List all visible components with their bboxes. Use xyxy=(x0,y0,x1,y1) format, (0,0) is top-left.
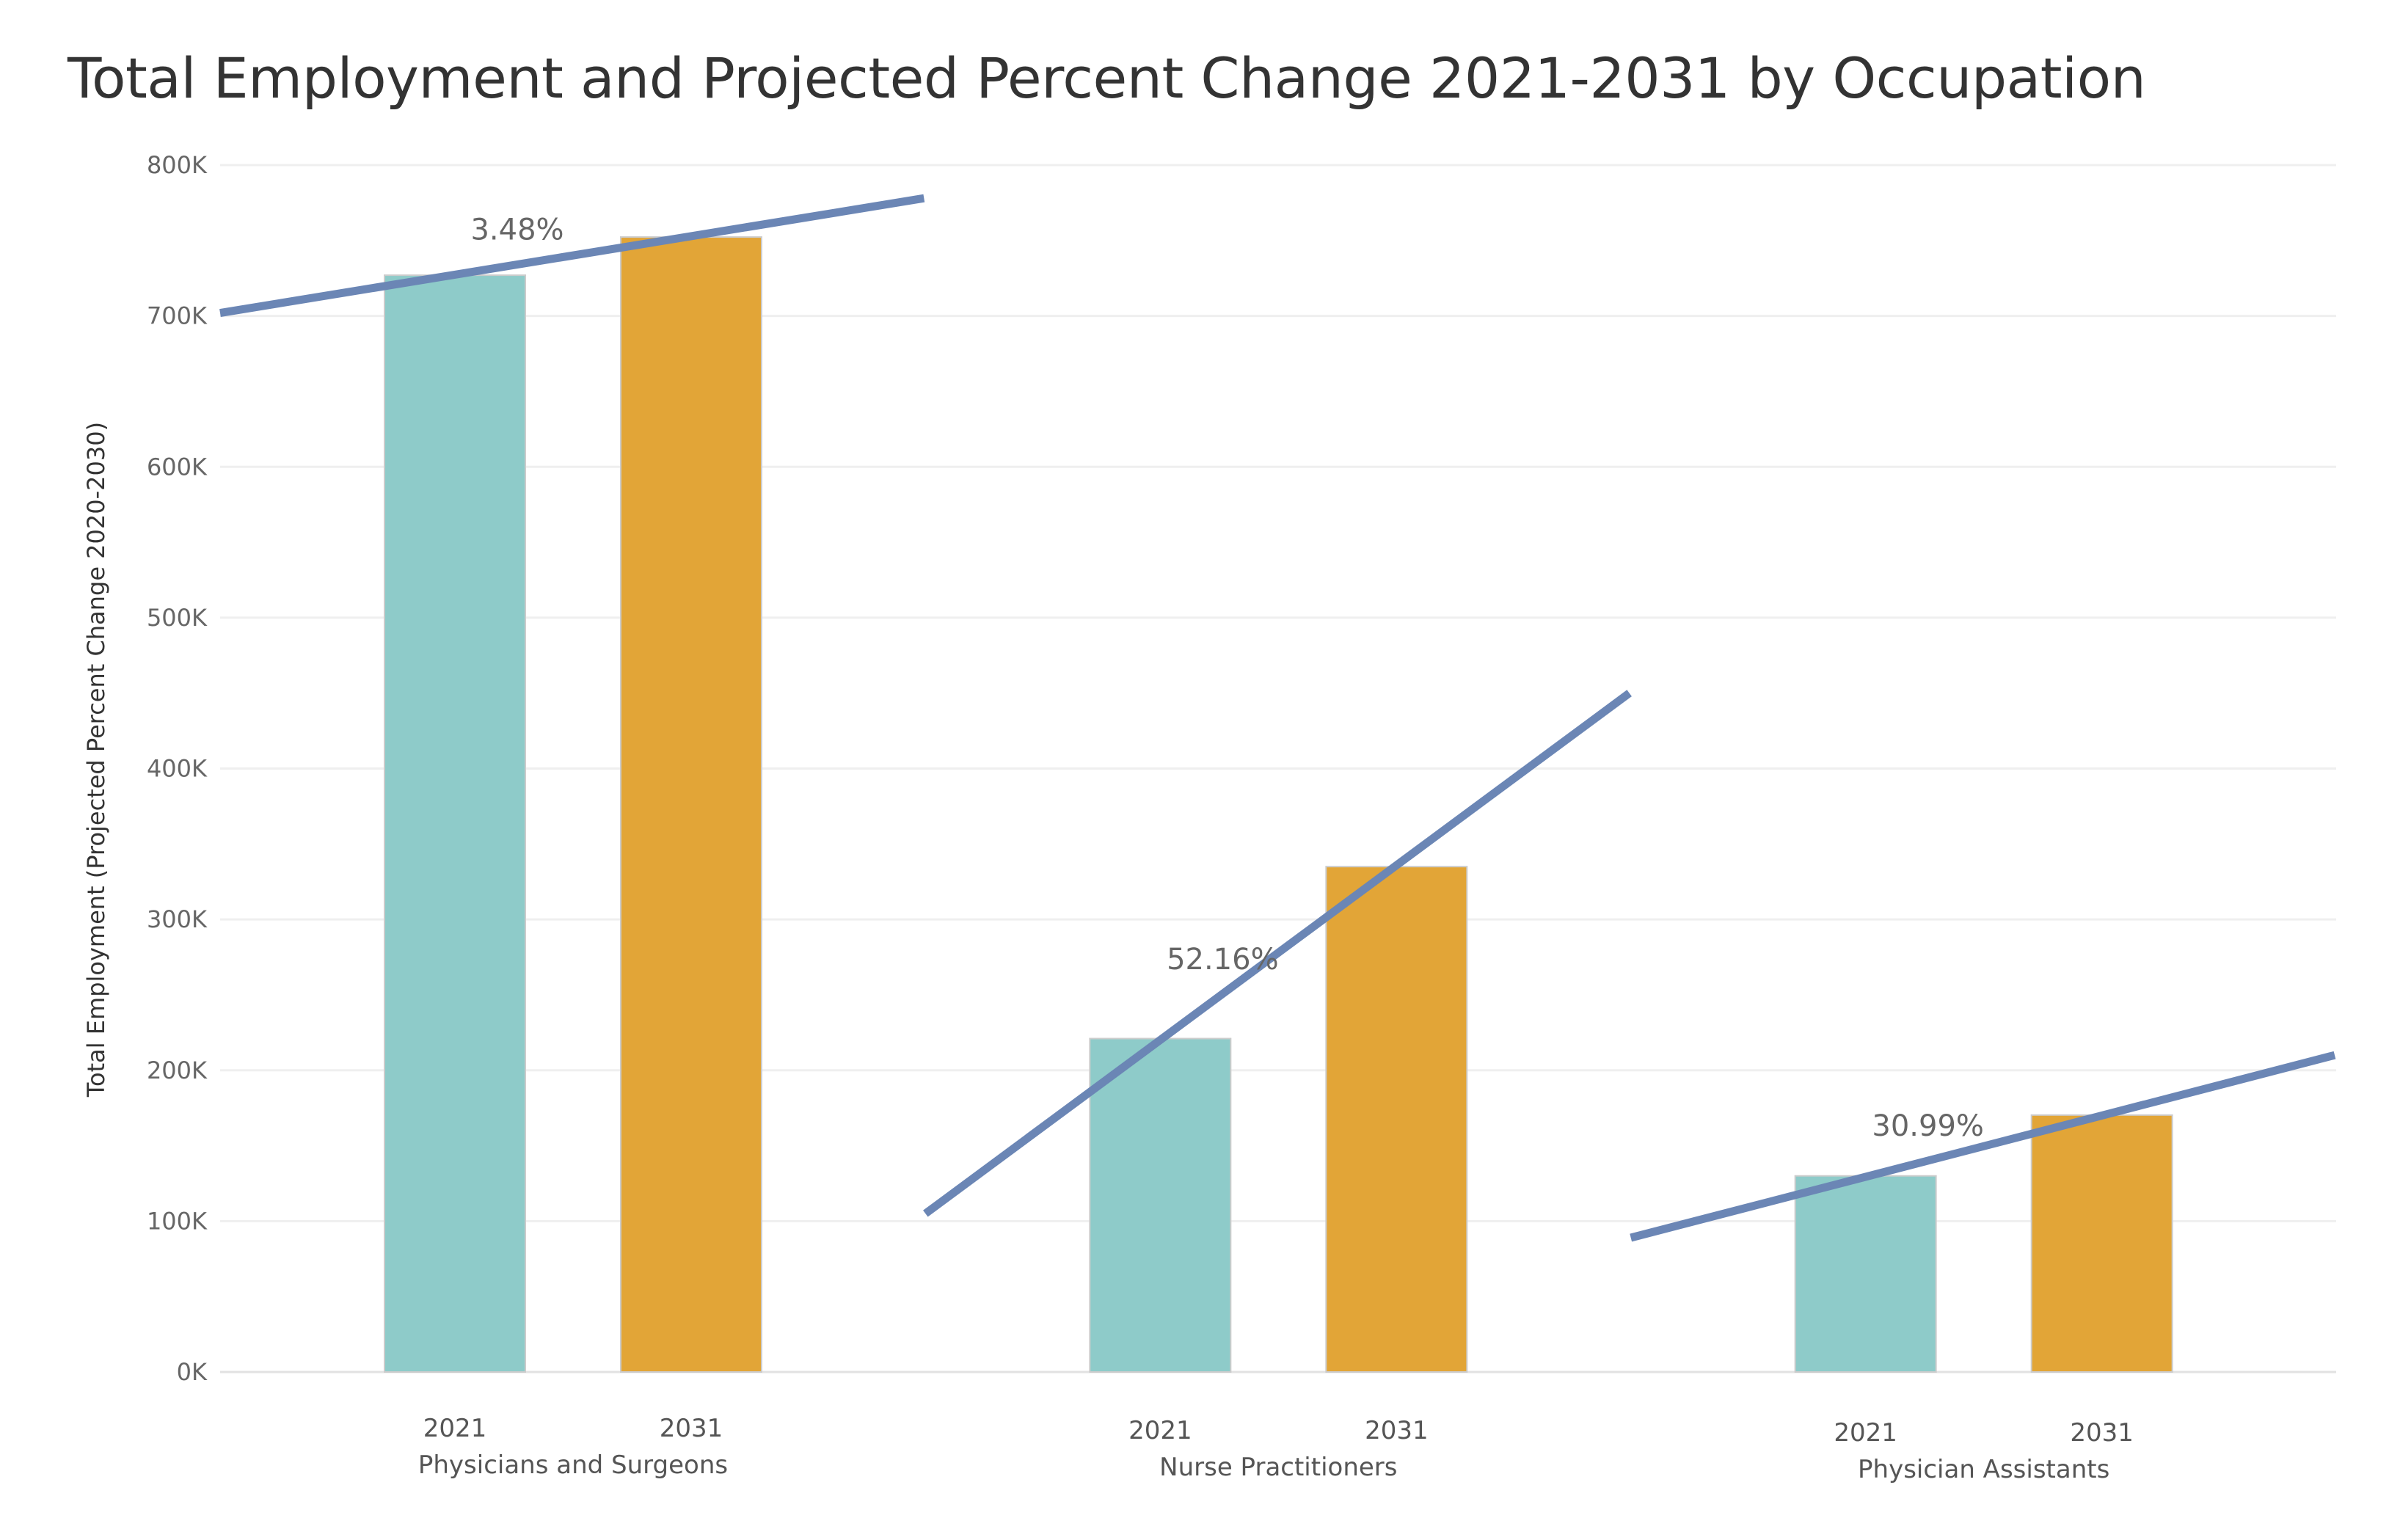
y-tick-label: 200K xyxy=(147,1057,208,1084)
x-tick-label: 2021 xyxy=(1128,1416,1192,1445)
bar-2031 xyxy=(620,236,762,1373)
y-tick-label: 400K xyxy=(147,755,208,783)
y-tick-label: 300K xyxy=(147,905,208,933)
y-tick-label: 800K xyxy=(147,151,208,179)
x-tick-label: 2031 xyxy=(1365,1416,1429,1445)
trend-lines xyxy=(219,194,2336,1242)
bars xyxy=(384,236,2173,1373)
category-label: Physicians and Surgeons xyxy=(418,1450,728,1480)
percent-change-label: 52.16% xyxy=(1167,943,1279,977)
percent-change-label: 3.48% xyxy=(470,214,563,247)
x-tick-label: 2031 xyxy=(660,1414,723,1443)
y-axis-label: Total Employment (Projected Percent Chan… xyxy=(82,422,110,1098)
x-tick-label: 2021 xyxy=(423,1414,487,1443)
category-label: Physician Assistants xyxy=(1858,1455,2109,1484)
gridlines xyxy=(220,164,2336,1373)
y-tick-label: 500K xyxy=(147,604,208,632)
category-label: Nurse Practitioners xyxy=(1159,1453,1397,1482)
x-tick-label: 2021 xyxy=(1834,1418,1897,1448)
trend-line xyxy=(923,690,1632,1217)
trend-line xyxy=(219,194,925,317)
trend-line xyxy=(1630,1051,2336,1242)
x-tick-label: 2031 xyxy=(2070,1418,2134,1448)
y-tick-label: 0K xyxy=(177,1358,208,1386)
y-tick-label: 600K xyxy=(147,453,208,481)
y-tick-label: 100K xyxy=(147,1207,208,1235)
bar-2021 xyxy=(384,274,526,1373)
chart-title: Total Employment and Projected Percent C… xyxy=(68,45,2146,111)
y-tick-label: 700K xyxy=(147,302,208,330)
bar-2021 xyxy=(1794,1175,1937,1373)
y-axis-ticks: 0K 100K 200K 300K 400K 500K 600K 700K 800K xyxy=(147,151,208,1386)
bar-2021 xyxy=(1089,1037,1232,1373)
bar-2031 xyxy=(2030,1114,2173,1373)
percent-change-label: 30.99% xyxy=(1872,1109,1984,1143)
bar-2031 xyxy=(1325,866,1468,1373)
category-labels: 2021 2031 Physicians and Surgeons 3.48% 2021… xyxy=(418,214,2134,1484)
